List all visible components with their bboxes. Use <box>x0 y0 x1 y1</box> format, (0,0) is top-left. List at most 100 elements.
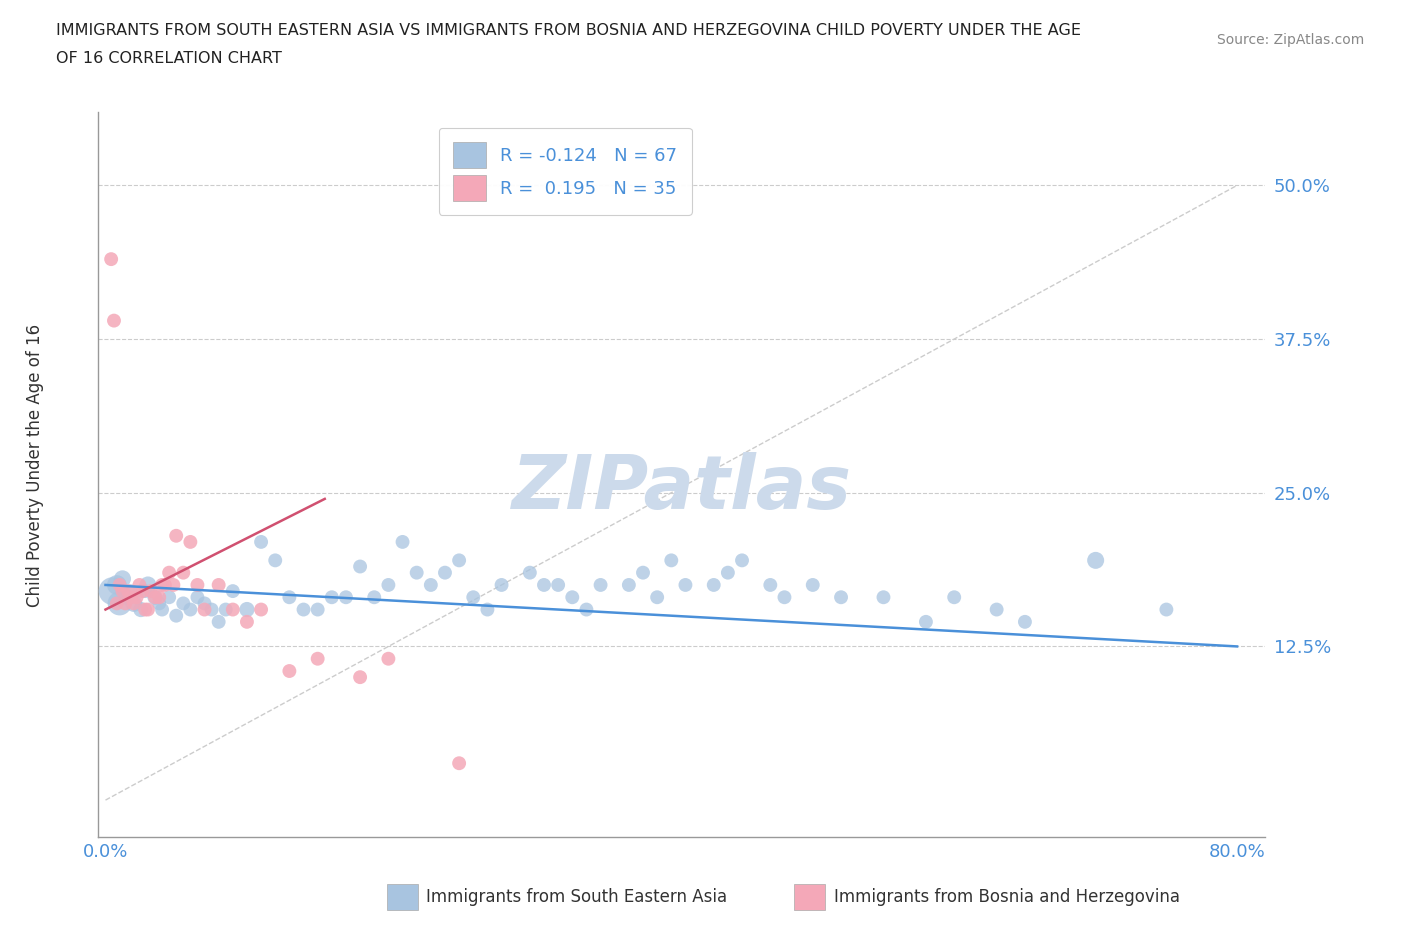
Point <box>105 596 128 611</box>
Point <box>321 590 343 604</box>
Point <box>179 602 201 617</box>
Point <box>120 590 142 604</box>
Point <box>117 584 139 599</box>
Point <box>122 596 145 611</box>
Point <box>143 590 166 604</box>
Point <box>915 615 938 630</box>
Point <box>108 596 131 611</box>
Point <box>250 602 273 617</box>
Point <box>186 578 208 592</box>
Point <box>186 590 208 604</box>
Point <box>307 602 329 617</box>
Point <box>801 578 824 592</box>
Point <box>200 602 222 617</box>
Point <box>349 559 371 574</box>
Point <box>122 596 145 611</box>
Point <box>1014 615 1036 630</box>
Point <box>157 565 180 580</box>
Point <box>250 535 273 550</box>
Point <box>129 602 152 617</box>
Point <box>419 578 441 592</box>
Point <box>179 535 201 550</box>
Point <box>617 578 640 592</box>
Text: ZIPatlas: ZIPatlas <box>512 452 852 525</box>
Point <box>477 602 499 617</box>
Point <box>659 553 682 568</box>
Point <box>1084 553 1107 568</box>
Point <box>433 565 456 580</box>
Point <box>236 615 259 630</box>
Point <box>136 578 159 592</box>
Point <box>645 590 668 604</box>
Point <box>131 584 153 599</box>
Point <box>108 578 131 592</box>
Point <box>148 596 170 611</box>
Point <box>114 596 136 611</box>
Point <box>105 578 128 592</box>
Point <box>165 608 187 623</box>
Point <box>703 578 725 592</box>
Point <box>208 615 231 630</box>
Point <box>405 565 427 580</box>
Point <box>1156 602 1178 617</box>
Point <box>759 578 782 592</box>
Point <box>143 590 166 604</box>
Point <box>533 578 555 592</box>
Point <box>208 578 231 592</box>
Point <box>547 578 569 592</box>
Point <box>717 565 740 580</box>
Point <box>148 590 170 604</box>
Point <box>222 602 245 617</box>
Point <box>236 602 259 617</box>
Point <box>731 553 754 568</box>
Point <box>575 602 598 617</box>
Text: Child Poverty Under the Age of 16: Child Poverty Under the Age of 16 <box>27 324 44 606</box>
Legend: R = -0.124   N = 67, R =  0.195   N = 35: R = -0.124 N = 67, R = 0.195 N = 35 <box>439 128 692 215</box>
Text: IMMIGRANTS FROM SOUTH EASTERN ASIA VS IMMIGRANTS FROM BOSNIA AND HERZEGOVINA CHI: IMMIGRANTS FROM SOUTH EASTERN ASIA VS IM… <box>56 23 1081 38</box>
Point <box>172 565 194 580</box>
Point <box>165 528 187 543</box>
Point <box>561 590 583 604</box>
Point <box>100 252 122 267</box>
Point <box>391 535 413 550</box>
Text: OF 16 CORRELATION CHART: OF 16 CORRELATION CHART <box>56 51 283 66</box>
Point <box>125 590 148 604</box>
Point <box>449 553 471 568</box>
Point <box>128 578 150 592</box>
Point <box>307 651 329 666</box>
Point <box>631 565 654 580</box>
Point <box>111 571 134 586</box>
Point <box>215 602 238 617</box>
Point <box>115 590 138 604</box>
Point <box>449 756 471 771</box>
Point <box>193 596 215 611</box>
Point <box>830 590 852 604</box>
Point <box>986 602 1008 617</box>
Point <box>377 651 399 666</box>
Point <box>134 602 156 617</box>
Point <box>103 313 125 328</box>
Point <box>463 590 485 604</box>
Point <box>120 584 142 599</box>
Point <box>278 590 301 604</box>
Point <box>134 584 156 599</box>
Point <box>335 590 357 604</box>
Point <box>193 602 215 617</box>
Point <box>675 578 697 592</box>
Point <box>136 602 159 617</box>
Point <box>519 565 541 580</box>
Point <box>162 578 184 592</box>
Point <box>111 584 134 599</box>
Point <box>222 584 245 599</box>
Point <box>349 670 371 684</box>
Point <box>773 590 796 604</box>
Point <box>589 578 612 592</box>
Text: Immigrants from Bosnia and Herzegovina: Immigrants from Bosnia and Herzegovina <box>834 887 1180 906</box>
Point <box>139 584 162 599</box>
Point <box>363 590 385 604</box>
Point <box>943 590 966 604</box>
Point <box>172 596 194 611</box>
Point <box>278 664 301 679</box>
Point <box>150 602 173 617</box>
Point <box>377 578 399 592</box>
